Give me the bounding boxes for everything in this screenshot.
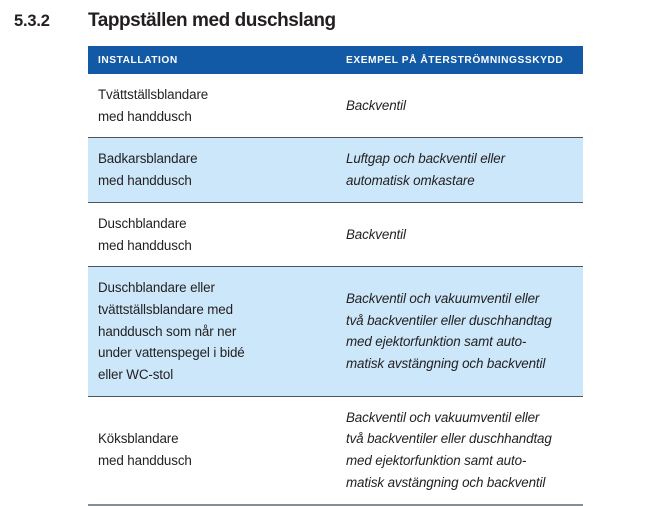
text-line: Tvättställsblandare: [98, 87, 209, 102]
table-row: Köksblandare med handdusch Backventil och …: [88, 396, 583, 504]
text-line: Duschblandare: [98, 215, 187, 231]
cell-skydd: Backventil och vakuumventil eller två bac…: [318, 396, 583, 504]
text-line: med handdusch: [98, 453, 192, 469]
table-row: Tvättställsblandare med handdusch Backvent…: [88, 74, 583, 138]
table-row: Badkarsblandare med handdusch Luftgap och …: [88, 137, 583, 203]
table-body: Tvättställsblandare med handdusch Backvent…: [88, 74, 583, 505]
cell-skydd: Backventil och vakuumventil eller två bac…: [318, 267, 583, 397]
text-line: handdusch som når ner: [98, 323, 237, 339]
backflow-protection-table: INSTALLATION EXEMPEL PÅ ÅTERSTRÖMNINGSSK…: [88, 46, 583, 506]
cell-installation: Duschblandare med handdusch: [88, 202, 318, 266]
text-line: Luftgap och backventil eller: [346, 151, 505, 167]
table-header-row: INSTALLATION EXEMPEL PÅ ÅTERSTRÖMNINGSSK…: [88, 46, 583, 74]
cell-skydd: Backventil: [318, 74, 583, 138]
table-row: Duschblandare eller tvättställsblandare m…: [88, 266, 583, 397]
column-header-installation: INSTALLATION: [88, 46, 318, 74]
text-line: med handdusch: [98, 108, 192, 124]
text-line: med handdusch: [98, 237, 192, 253]
table-header: INSTALLATION EXEMPEL PÅ ÅTERSTRÖMNINGSSK…: [88, 46, 583, 74]
text-line: tvättställsblandare med: [98, 301, 233, 317]
text-line: med ejektorfunktion samt auto-: [346, 334, 527, 350]
text-line: två backventiler eller duschhandtag: [346, 312, 552, 328]
text-line: Backventil: [346, 226, 406, 242]
cell-installation: Tvättställsblandare med handdusch: [88, 74, 318, 138]
section-number: 5.3.2: [14, 11, 50, 30]
text-line: matisk avstängning och backventil: [346, 356, 546, 372]
cell-installation: Köksblandare med handdusch: [88, 396, 318, 504]
cell-skydd: Backventil: [318, 202, 583, 266]
column-header-skydd: EXEMPEL PÅ ÅTERSTRÖMNINGSSKYDD: [318, 46, 583, 74]
text-line: automatisk omkastare: [346, 173, 475, 189]
section-heading: 5.3.2 Tappställen med duschslang: [0, 6, 645, 36]
text-line: Backventil och vakuumventil eller: [346, 409, 540, 425]
text-line: Badkarsblandare: [98, 151, 198, 167]
text-line: Backventil: [346, 97, 406, 113]
cell-installation: Badkarsblandare med handdusch: [88, 138, 318, 202]
backflow-protection-table-wrapper: INSTALLATION EXEMPEL PÅ ÅTERSTRÖMNINGSSK…: [88, 46, 583, 506]
text-line: två backventiler eller duschhandtag: [346, 431, 552, 447]
cell-skydd: Luftgap och backventil eller automatisk o…: [318, 138, 583, 202]
text-line: eller WC-stol: [98, 367, 174, 383]
text-line: under vattenspegel i bidé: [98, 345, 245, 361]
table-row: Duschblandare med handdusch Backventil: [88, 202, 583, 266]
text-line: matisk avstängning och backventil: [346, 474, 546, 490]
text-line: Backventil och vakuumventil eller: [346, 291, 540, 307]
page-title: Tappställen med duschslang: [88, 9, 336, 31]
text-line: med handdusch: [98, 173, 192, 189]
text-line: Köksblandare: [98, 431, 179, 447]
text-line: med ejektorfunktion samt auto-: [346, 453, 527, 469]
text-line: Duschblandare eller: [98, 280, 215, 296]
document-page: 5.3.2 Tappställen med duschslang INSTALL…: [0, 6, 645, 506]
cell-installation: Duschblandare eller tvättställsblandare m…: [88, 267, 318, 397]
